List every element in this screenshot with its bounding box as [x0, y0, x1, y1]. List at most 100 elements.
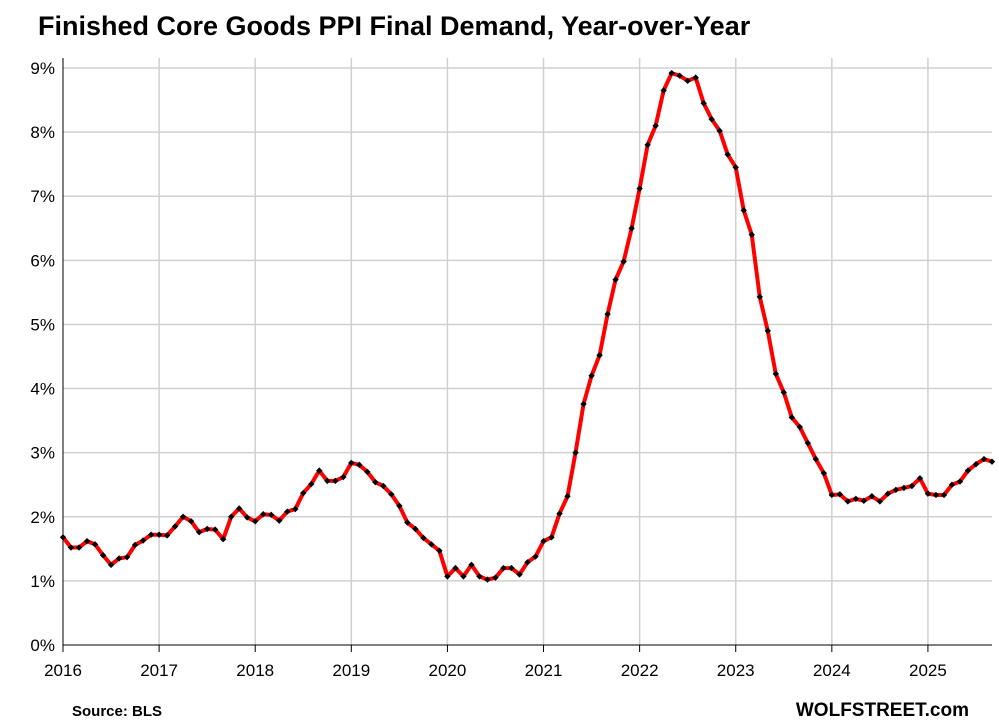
y-tick-label: 7%: [30, 187, 55, 206]
data-point: [668, 69, 675, 77]
data-point: [91, 541, 99, 548]
data-point: [492, 574, 499, 581]
data-point: [131, 541, 139, 549]
data-point: [556, 510, 563, 517]
y-tick-label: 4%: [30, 380, 55, 399]
data-point: [436, 547, 443, 554]
y-tick-label: 1%: [30, 572, 55, 591]
x-tick-label: 2018: [236, 661, 274, 680]
data-point: [900, 484, 908, 492]
data-point: [428, 541, 435, 548]
y-tick-label: 6%: [30, 251, 55, 270]
data-point: [420, 534, 427, 542]
data-point: [964, 467, 972, 474]
data-point: [356, 461, 363, 469]
x-tick-labels: 2016 2017 2018 2019 2020 2021 2022 2023 2024 2025: [44, 661, 947, 680]
data-point: [468, 561, 475, 569]
data-point: [396, 502, 403, 510]
data-point: [620, 258, 627, 265]
data-point: [508, 564, 515, 572]
data-point: [756, 293, 763, 301]
data-point: [644, 141, 651, 149]
data-point: [604, 310, 611, 318]
data-point: [476, 573, 483, 580]
data-point: [860, 497, 868, 504]
data-point: [484, 576, 491, 583]
data-point: [308, 480, 315, 488]
data-point: [235, 505, 243, 512]
x-tick-label: 2024: [813, 661, 851, 680]
x-tick-label: 2022: [621, 661, 659, 680]
data-point: [268, 511, 275, 519]
data-point: [628, 225, 635, 232]
data-point: [364, 468, 371, 476]
x-tick-label: 2017: [140, 661, 178, 680]
data-point: [612, 276, 619, 283]
gridlines: [63, 58, 992, 645]
data-point: [788, 414, 795, 421]
data-point: [99, 552, 107, 559]
data-point: [908, 482, 916, 490]
y-tick-label: 3%: [30, 444, 55, 463]
data-point: [876, 498, 884, 505]
data-point: [932, 491, 940, 499]
data-point: [804, 439, 812, 447]
source-note: Source: BLS: [72, 703, 163, 720]
data-point: [332, 477, 339, 485]
data-point: [380, 482, 387, 490]
data-point: [211, 526, 219, 533]
data-point: [740, 207, 747, 214]
data-point: [219, 536, 227, 543]
data-point: [980, 455, 988, 463]
data-point: [844, 498, 852, 505]
data-point: [948, 481, 956, 488]
data-point: [75, 544, 83, 551]
data-point: [732, 164, 739, 171]
data-point: [852, 495, 860, 503]
data-point: [724, 151, 731, 158]
data-point: [59, 534, 67, 541]
data-point: [836, 491, 844, 498]
data-point: [516, 571, 523, 578]
data-point: [324, 477, 331, 485]
data-point: [684, 77, 691, 85]
data-point: [243, 514, 251, 521]
data-point: [460, 573, 467, 580]
data-point: [227, 513, 235, 520]
y-tick-label: 2%: [30, 508, 55, 527]
data-point: [716, 127, 723, 135]
y-tick-label: 8%: [30, 123, 55, 142]
x-tick-label: 2019: [332, 661, 370, 680]
data-point: [596, 352, 603, 359]
data-point: [636, 185, 643, 192]
data-point: [260, 511, 267, 518]
data-point: [115, 555, 123, 562]
data-point: [764, 327, 771, 335]
data-point: [652, 122, 659, 129]
data-point: [412, 525, 419, 533]
data-point: [564, 493, 571, 500]
chart-title: Finished Core Goods PPI Final Demand, Ye…: [38, 11, 751, 41]
data-point: [940, 491, 948, 499]
data-point: [348, 459, 355, 467]
data-point: [524, 559, 531, 566]
x-tick-label: 2016: [44, 661, 82, 680]
data-point: [916, 475, 924, 482]
axes: [62, 58, 992, 652]
data-point: [252, 518, 259, 525]
x-tick-label: 2023: [717, 661, 755, 680]
data-point: [892, 486, 900, 494]
data-point: [500, 564, 507, 572]
data-point: [187, 518, 195, 525]
data-point: [708, 116, 715, 123]
data-point: [692, 74, 699, 81]
data-point: [884, 490, 892, 497]
data-point: [163, 532, 171, 539]
data-point: [572, 449, 579, 456]
data-point: [284, 508, 291, 515]
data-point: [812, 455, 820, 463]
data-point: [868, 493, 876, 500]
data-point: [139, 537, 147, 544]
data-point: [988, 458, 996, 465]
